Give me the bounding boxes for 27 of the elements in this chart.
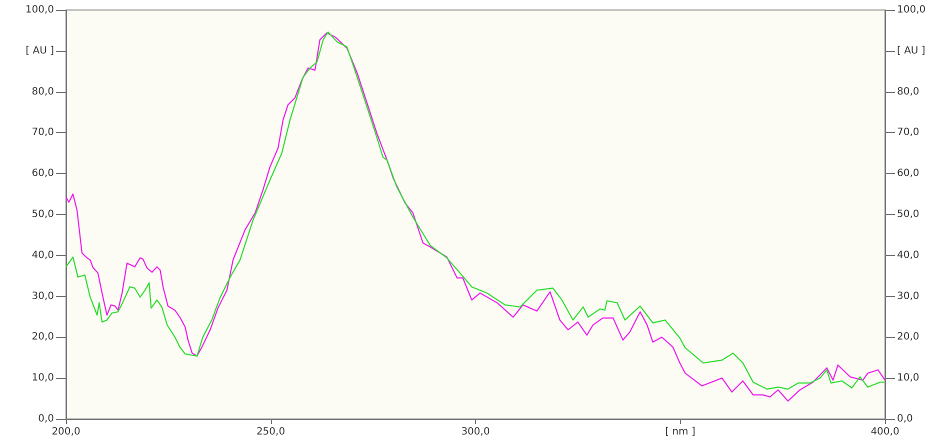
x-tick-label: [ nm ] bbox=[665, 426, 696, 438]
x-tick-label: 200,0 bbox=[52, 426, 80, 438]
y-tick-label: 80,0 bbox=[32, 86, 54, 98]
y2-tick-label: 50,0 bbox=[897, 209, 920, 220]
y2-tick-label: [ AU ] bbox=[897, 45, 926, 56]
y-tick-label: 20,0 bbox=[32, 332, 54, 343]
y-tick-label: 50,0 bbox=[32, 209, 54, 220]
y2-tick-label: 40,0 bbox=[897, 250, 920, 261]
y-tick-label: 30,0 bbox=[32, 290, 54, 302]
y2-tick-label: 10,0 bbox=[897, 372, 920, 384]
y-tick-label: [ AU ] bbox=[26, 45, 54, 56]
x-tick-label: 300,0 bbox=[461, 426, 490, 438]
y2-tick-label: 60,0 bbox=[897, 168, 920, 180]
x-tick-label: 400,0 bbox=[870, 426, 900, 438]
y-tick-label: 40,0 bbox=[32, 250, 54, 261]
y-tick-label: 60,0 bbox=[32, 168, 54, 180]
y2-tick-label: 20,0 bbox=[897, 332, 920, 343]
x-tick-label: 250,0 bbox=[256, 426, 286, 438]
y2-tick-label: 30,0 bbox=[897, 290, 920, 302]
y2-tick-label: 0,0 bbox=[897, 414, 913, 424]
y2-tick-label: 100,0 bbox=[897, 4, 926, 16]
y-tick-label: 100,0 bbox=[25, 4, 54, 16]
y2-tick-label: 80,0 bbox=[897, 86, 920, 98]
y2-tick-label: 70,0 bbox=[897, 127, 920, 138]
y-tick-label: 10,0 bbox=[32, 372, 54, 384]
y-tick-label: 70,0 bbox=[32, 127, 54, 138]
y-tick-label: 0,0 bbox=[38, 414, 54, 424]
